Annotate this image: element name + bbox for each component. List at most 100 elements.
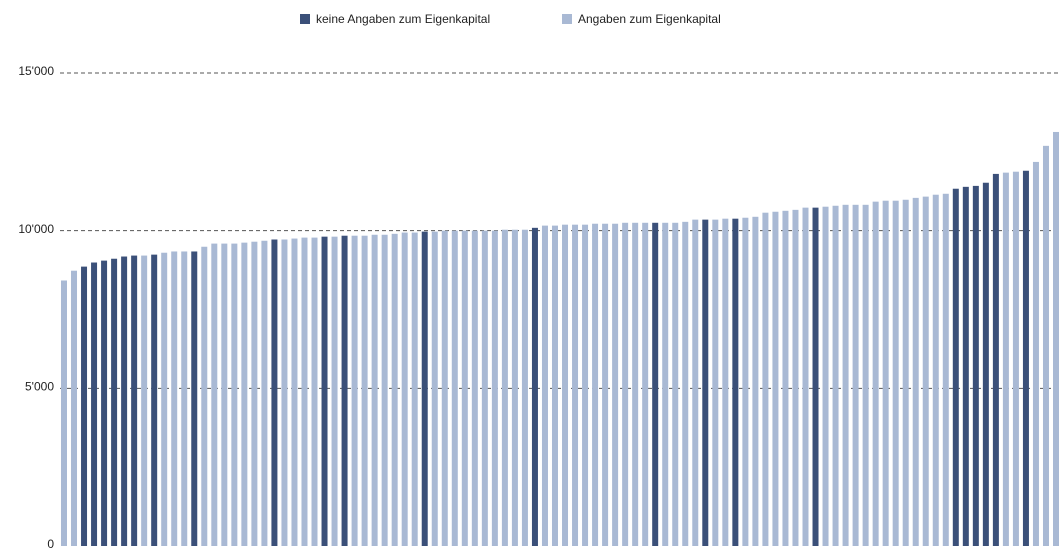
bar bbox=[141, 255, 148, 546]
bar bbox=[521, 229, 528, 546]
bar bbox=[291, 238, 298, 547]
bar bbox=[441, 230, 448, 546]
bar bbox=[952, 188, 959, 546]
bar bbox=[932, 194, 939, 546]
bar bbox=[892, 200, 899, 546]
bar bbox=[551, 225, 558, 546]
bar bbox=[171, 251, 178, 546]
legend-swatch bbox=[300, 14, 310, 24]
bar bbox=[612, 223, 619, 546]
legend-label: Angaben zum Eigenkapital bbox=[578, 12, 721, 26]
bar bbox=[531, 227, 538, 546]
bar bbox=[1042, 145, 1049, 547]
bar bbox=[541, 225, 548, 546]
bar bbox=[972, 185, 979, 546]
bar bbox=[501, 229, 508, 546]
bar bbox=[592, 223, 599, 546]
bar bbox=[752, 216, 759, 547]
bar bbox=[181, 251, 188, 546]
bar bbox=[582, 224, 589, 546]
bar bbox=[942, 193, 949, 547]
bar bbox=[421, 231, 428, 546]
bar bbox=[622, 222, 629, 547]
bar bbox=[331, 236, 338, 546]
bar bbox=[722, 218, 729, 546]
bar bbox=[161, 252, 168, 547]
bar bbox=[852, 204, 859, 546]
bar bbox=[131, 255, 138, 546]
bar bbox=[481, 230, 488, 546]
bar bbox=[321, 236, 328, 546]
bar bbox=[862, 204, 869, 546]
bar bbox=[251, 241, 258, 546]
bar bbox=[742, 217, 749, 546]
bar bbox=[61, 280, 67, 546]
bar bbox=[311, 237, 318, 546]
bar bbox=[341, 235, 348, 546]
bar bbox=[271, 239, 278, 546]
bar bbox=[1022, 170, 1029, 546]
bar bbox=[922, 196, 929, 547]
bar bbox=[401, 232, 408, 547]
bar bbox=[71, 270, 78, 546]
bar bbox=[732, 218, 739, 546]
bar bbox=[772, 211, 779, 546]
bar bbox=[351, 235, 358, 546]
bar bbox=[682, 221, 689, 546]
y-tick-label: 10'000 bbox=[18, 222, 54, 236]
bar bbox=[101, 260, 108, 546]
bar bbox=[461, 230, 468, 546]
bar bbox=[451, 230, 458, 546]
bar bbox=[762, 212, 769, 546]
bar bbox=[962, 186, 969, 546]
bar bbox=[652, 222, 659, 547]
bar bbox=[632, 222, 639, 547]
bar bbox=[381, 234, 388, 547]
bar bbox=[1002, 172, 1009, 547]
bar bbox=[471, 230, 478, 546]
bar bbox=[491, 230, 498, 546]
bar bbox=[1032, 161, 1039, 546]
bar bbox=[792, 209, 799, 546]
bar bbox=[511, 229, 518, 546]
bar bbox=[111, 258, 118, 546]
legend-label: keine Angaben zum Eigenkapital bbox=[316, 12, 490, 26]
bar bbox=[782, 210, 789, 546]
bar bbox=[281, 239, 288, 546]
bar bbox=[872, 201, 879, 546]
bar bbox=[241, 242, 248, 546]
bar bbox=[912, 197, 919, 546]
bar bbox=[201, 246, 208, 547]
bar bbox=[81, 266, 88, 546]
y-tick-label: 15'000 bbox=[18, 64, 54, 78]
y-tick-label: 5'000 bbox=[25, 380, 54, 394]
bar bbox=[672, 222, 679, 547]
bar bbox=[1012, 171, 1019, 546]
bar bbox=[832, 205, 839, 546]
bar bbox=[842, 204, 849, 546]
bar bbox=[882, 200, 889, 546]
bar bbox=[602, 223, 609, 546]
bar bbox=[431, 231, 438, 546]
bar bbox=[91, 262, 98, 546]
bar bbox=[572, 224, 579, 546]
bar bbox=[151, 254, 158, 546]
bar bbox=[231, 243, 238, 546]
bar bbox=[642, 222, 649, 547]
bar bbox=[371, 234, 378, 547]
bar bbox=[211, 243, 218, 546]
bar bbox=[702, 219, 709, 546]
bar bbox=[712, 219, 719, 546]
bar bbox=[822, 206, 829, 546]
bar bbox=[191, 251, 198, 546]
bar bbox=[361, 235, 368, 546]
bar bbox=[121, 256, 128, 546]
bar bbox=[301, 237, 308, 546]
bar bbox=[662, 222, 669, 547]
bar bbox=[391, 233, 398, 546]
bar bbox=[692, 219, 699, 546]
bar bbox=[902, 199, 909, 546]
legend-swatch bbox=[562, 14, 572, 24]
bar bbox=[562, 224, 569, 546]
